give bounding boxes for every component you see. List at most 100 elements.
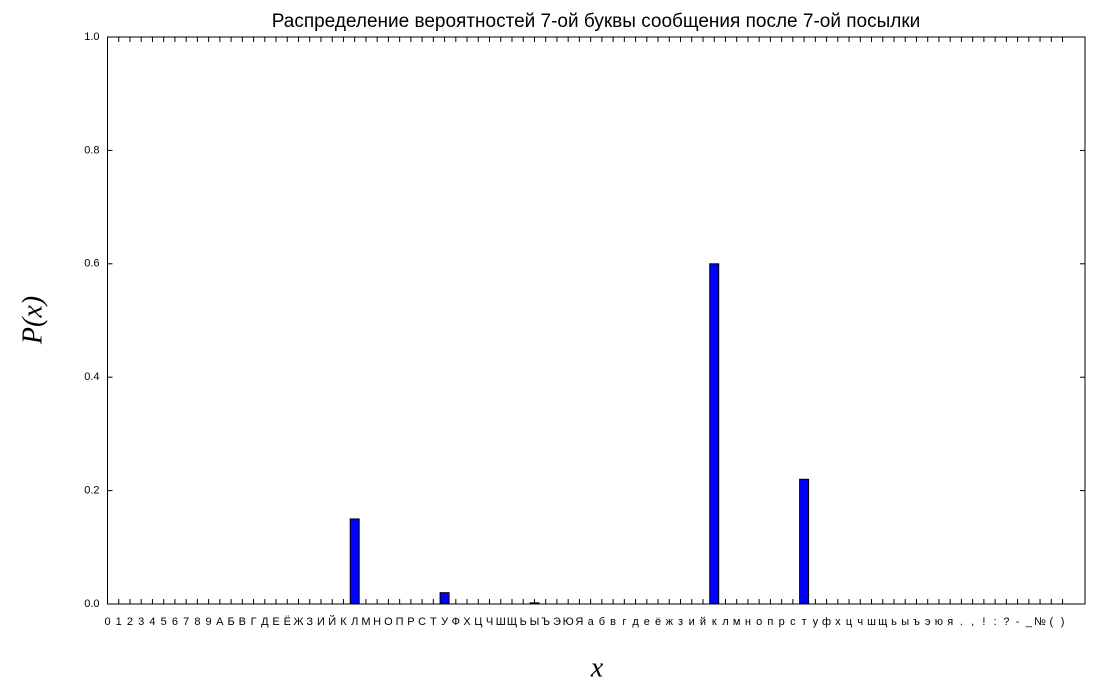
x-tick-label: В: [239, 616, 246, 628]
x-tick-label: С: [418, 616, 426, 628]
x-tick-label: !: [982, 616, 985, 628]
x-tick-label: ц: [846, 616, 853, 628]
x-tick-label: -: [1016, 616, 1020, 628]
x-tick-label: 7: [183, 616, 189, 628]
x-tick-label: ю: [935, 616, 943, 628]
x-tick-label: с: [790, 616, 796, 628]
x-tick-label: Р: [407, 616, 414, 628]
x-tick-label: Й: [328, 615, 336, 628]
x-tick-label: э: [925, 616, 931, 628]
y-axis-label: P(x): [17, 296, 48, 345]
x-tick-label: п: [767, 616, 773, 628]
bar: [799, 478, 810, 605]
x-tick-label: 2: [127, 616, 133, 628]
x-tick-label: 3: [138, 616, 144, 628]
x-tick-label: Ь: [520, 616, 527, 628]
x-tick-label: Х: [463, 616, 471, 628]
x-tick-label: и: [689, 616, 695, 628]
bar: [709, 263, 720, 605]
x-tick-label: 8: [194, 616, 200, 628]
y-tick-label: 0.4: [84, 371, 99, 383]
x-tick-label: 5: [161, 616, 167, 628]
x-tick-label: ?: [1003, 616, 1009, 628]
x-tick-label: Н: [373, 616, 381, 628]
x-tick-label: Е: [272, 616, 279, 628]
x-tick-label: б: [599, 616, 605, 628]
x-tick-label: 4: [149, 616, 155, 628]
x-tick-label: к: [712, 616, 717, 628]
x-tick-label: Л: [351, 616, 358, 628]
y-tick-label: 0.6: [84, 258, 99, 270]
y-tick-label: 1.0: [84, 31, 99, 43]
x-axis-label: x: [590, 652, 604, 683]
x-tick-label: (: [1049, 616, 1053, 628]
x-tick-label: у: [813, 616, 819, 628]
x-tick-label: Ц: [474, 616, 482, 628]
x-tick-label: Ш: [496, 616, 506, 628]
y-tick-label: 0.0: [84, 598, 99, 610]
x-tick-label: Ч: [486, 616, 493, 628]
x-tick-label: ё: [655, 616, 661, 628]
x-tick-label: ж: [666, 616, 674, 628]
x-tick-label: 1: [116, 616, 122, 628]
x-tick-label: я: [947, 616, 953, 628]
x-tick-label: Г: [251, 616, 257, 628]
x-tick-label: 0: [104, 616, 110, 628]
x-tick-label: :: [994, 616, 997, 628]
x-tick-label: г: [622, 616, 626, 628]
x-tick-label: _: [1025, 616, 1033, 628]
x-tick-label: ь: [891, 616, 897, 628]
x-tick-label: Б: [227, 616, 234, 628]
x-tick-label: р: [779, 616, 785, 628]
x-tick-label: №: [1034, 616, 1046, 628]
bar: [439, 592, 450, 605]
x-tick-label: а: [588, 616, 595, 628]
x-tick-label: о: [756, 616, 762, 628]
x-tick-label: д: [632, 616, 639, 628]
x-tick-label: Я: [575, 616, 583, 628]
x-tick-label: м: [733, 616, 741, 628]
x-tick-label: Т: [430, 616, 437, 628]
x-tick-label: т: [802, 616, 807, 628]
bar: [349, 518, 360, 605]
x-tick-label: ф: [822, 616, 831, 628]
x-tick-label: ч: [857, 616, 863, 628]
x-tick-label: К: [340, 616, 347, 628]
y-tick-label: 0.2: [84, 485, 99, 497]
x-tick-label: П: [396, 616, 404, 628]
x-tick-label: ы: [901, 616, 909, 628]
x-tick-label: в: [610, 616, 616, 628]
x-tick-label: ш: [867, 616, 876, 628]
x-tick-label: щ: [878, 616, 887, 628]
x-tick-label: е: [644, 616, 650, 628]
x-tick-label: л: [722, 616, 728, 628]
x-tick-label: Ё: [284, 616, 291, 628]
plot-frame: [107, 36, 1086, 605]
x-tick-label: Ю: [563, 616, 574, 628]
x-tick-label: З: [306, 616, 313, 628]
y-tick-label: 0.8: [84, 144, 99, 156]
x-tick-label: 6: [172, 616, 178, 628]
x-tick-label: ,: [971, 616, 974, 628]
x-tick-label: .: [960, 616, 963, 628]
x-tick-label: н: [745, 616, 751, 628]
x-tick-label: Ж: [293, 616, 303, 628]
x-tick-label: 9: [206, 616, 212, 628]
x-tick-label: И: [317, 616, 325, 628]
x-tick-label: Щ: [507, 616, 517, 628]
x-tick-label: М: [361, 616, 370, 628]
x-tick-label: ): [1061, 616, 1065, 628]
x-tick-label: Э: [553, 616, 561, 628]
x-tick-label: О: [384, 616, 393, 628]
x-tick-label: Ы: [530, 616, 540, 628]
x-tick-label: У: [441, 616, 449, 628]
x-tick-label: й: [700, 616, 706, 628]
x-tick-label: Ф: [452, 616, 460, 628]
x-tick-label: х: [835, 616, 841, 628]
x-tick-label: ъ: [913, 616, 920, 628]
x-tick-label: Д: [261, 616, 269, 628]
x-tick-label: А: [216, 616, 224, 628]
x-tick-label: Ъ: [541, 616, 550, 628]
